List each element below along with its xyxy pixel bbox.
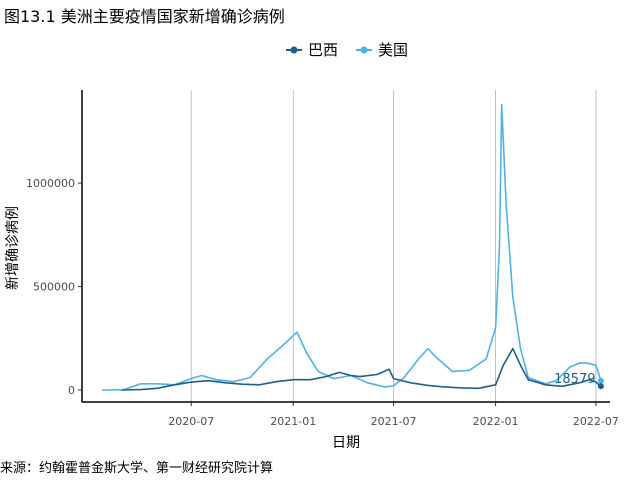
y-tick-label: 0 [68,384,75,397]
legend-label: 美国 [378,41,408,59]
x-axis-title: 日期 [332,435,360,451]
source-note: 来源：约翰霍普金斯大学、第一财经研究院计算 [0,461,274,476]
series-line-brazil [121,347,602,391]
annotation-label: 18579 [554,372,595,387]
series-line-usa [101,103,602,391]
tick-layer: 2020-07 2021-01 2021-07 2022-01 2022-07 0 5000… [26,177,619,428]
vertical-gridlines [190,90,597,402]
x-tick-label: 2020-07 [168,415,214,428]
legend-key-marker [360,46,368,54]
x-tick-label: 2022-01 [473,415,519,428]
axes [81,90,610,403]
legend-label: 巴西 [308,41,338,59]
legend-key-marker [290,46,298,54]
y-axis-title: 新增确诊病例 [5,206,21,290]
figure-title: 图13.1 美洲主要疫情国家新增确诊病例 [4,7,285,26]
x-tick-label: 2022-07 [573,415,619,428]
x-tick-label: 2021-01 [270,415,316,428]
series-layer [101,103,604,391]
y-tick-label: 1000000 [26,177,75,190]
y-tick-label: 500000 [33,281,75,294]
x-tick-label: 2021-07 [371,415,417,428]
series-end-point [597,377,604,384]
legend: 巴西 美国 [286,41,408,59]
series-end-point [597,383,604,390]
